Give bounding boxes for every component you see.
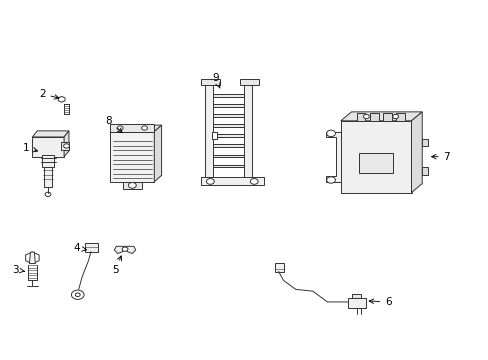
Bar <box>212 165 244 167</box>
Bar <box>347 298 366 308</box>
Bar <box>369 113 378 121</box>
Bar <box>212 94 244 97</box>
Bar <box>340 121 411 193</box>
Circle shape <box>142 126 147 130</box>
Bar <box>110 125 154 132</box>
Polygon shape <box>58 96 65 102</box>
Text: 4: 4 <box>73 243 86 253</box>
Bar <box>212 154 244 157</box>
Bar <box>351 294 360 298</box>
Bar <box>200 78 220 85</box>
Circle shape <box>206 179 214 184</box>
Polygon shape <box>110 125 161 132</box>
Bar <box>61 142 69 149</box>
Circle shape <box>392 114 398 119</box>
Circle shape <box>250 179 258 184</box>
Bar <box>32 137 64 157</box>
Text: 6: 6 <box>368 297 391 307</box>
Circle shape <box>326 130 335 136</box>
Circle shape <box>45 192 51 197</box>
Circle shape <box>63 144 69 148</box>
Bar <box>212 125 244 127</box>
Bar <box>212 134 244 137</box>
Text: 7: 7 <box>431 152 449 162</box>
Text: 9: 9 <box>211 73 220 88</box>
Bar <box>274 263 283 272</box>
Bar <box>395 113 404 121</box>
Bar <box>212 104 244 107</box>
Circle shape <box>128 183 136 188</box>
Bar <box>211 132 216 139</box>
Text: 1: 1 <box>22 143 38 153</box>
Bar <box>110 132 154 182</box>
Circle shape <box>117 126 123 130</box>
Circle shape <box>71 290 84 300</box>
Bar <box>356 113 365 121</box>
Polygon shape <box>25 252 39 264</box>
Polygon shape <box>29 252 35 264</box>
Circle shape <box>363 114 368 119</box>
Polygon shape <box>32 131 69 137</box>
Bar <box>421 167 427 175</box>
Bar <box>212 144 244 147</box>
Bar <box>421 139 427 146</box>
Circle shape <box>122 247 128 251</box>
Polygon shape <box>411 112 421 193</box>
Bar <box>212 114 244 117</box>
Polygon shape <box>340 112 421 121</box>
Bar <box>42 155 54 167</box>
Bar <box>122 182 142 189</box>
Polygon shape <box>114 246 136 253</box>
Circle shape <box>326 177 335 183</box>
Bar <box>239 78 259 85</box>
Text: 2: 2 <box>39 89 59 99</box>
Polygon shape <box>64 131 69 157</box>
Polygon shape <box>244 85 251 178</box>
Polygon shape <box>154 125 161 182</box>
Text: 8: 8 <box>105 116 122 132</box>
Text: 3: 3 <box>12 265 24 275</box>
Bar <box>84 243 98 252</box>
Bar <box>200 177 264 185</box>
Text: 5: 5 <box>112 256 122 275</box>
Polygon shape <box>325 132 340 182</box>
Bar <box>43 167 52 187</box>
Bar <box>358 153 392 173</box>
Circle shape <box>75 293 80 297</box>
Bar <box>382 113 391 121</box>
Polygon shape <box>205 85 212 178</box>
